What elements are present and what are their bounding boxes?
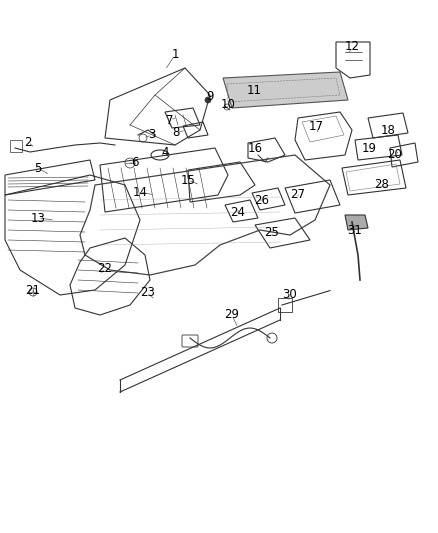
Text: 10: 10 bbox=[221, 98, 236, 110]
Text: 13: 13 bbox=[31, 212, 46, 224]
Text: 6: 6 bbox=[131, 157, 139, 169]
Text: 26: 26 bbox=[254, 193, 269, 206]
Polygon shape bbox=[223, 72, 348, 108]
Polygon shape bbox=[345, 215, 368, 230]
Text: 3: 3 bbox=[148, 128, 155, 141]
Text: 8: 8 bbox=[172, 126, 180, 140]
Text: 25: 25 bbox=[265, 225, 279, 238]
Text: 9: 9 bbox=[206, 91, 214, 103]
Text: 21: 21 bbox=[25, 284, 40, 296]
Text: 15: 15 bbox=[180, 174, 195, 187]
Text: 19: 19 bbox=[361, 141, 377, 155]
Text: 11: 11 bbox=[247, 85, 261, 98]
Text: 28: 28 bbox=[374, 179, 389, 191]
Text: 24: 24 bbox=[230, 206, 246, 219]
Text: 18: 18 bbox=[381, 125, 396, 138]
Text: 4: 4 bbox=[161, 146, 169, 158]
Text: 29: 29 bbox=[225, 309, 240, 321]
Text: 12: 12 bbox=[345, 41, 360, 53]
Text: 1: 1 bbox=[171, 49, 179, 61]
Text: 22: 22 bbox=[98, 262, 113, 274]
Text: 30: 30 bbox=[283, 288, 297, 302]
Text: 5: 5 bbox=[34, 161, 42, 174]
Text: 31: 31 bbox=[348, 223, 362, 237]
Text: 2: 2 bbox=[24, 135, 32, 149]
Text: 17: 17 bbox=[308, 120, 324, 133]
Text: 20: 20 bbox=[388, 149, 403, 161]
Text: 27: 27 bbox=[290, 189, 305, 201]
Text: 23: 23 bbox=[141, 287, 155, 300]
Text: 7: 7 bbox=[166, 114, 174, 126]
Text: 14: 14 bbox=[133, 185, 148, 198]
Circle shape bbox=[205, 97, 211, 103]
Text: 16: 16 bbox=[247, 141, 262, 155]
